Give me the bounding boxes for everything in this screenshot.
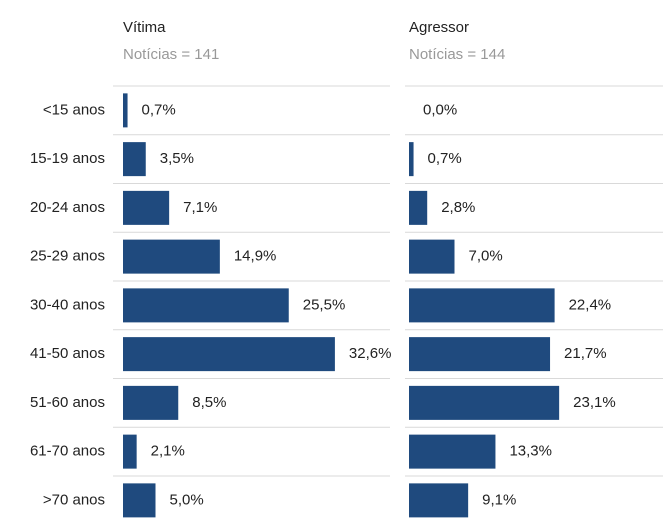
category-label: <15 anos bbox=[43, 101, 105, 118]
category-label: 20-24 anos bbox=[30, 199, 105, 216]
value-label: 14,9% bbox=[234, 248, 277, 265]
bar bbox=[123, 288, 289, 323]
bar bbox=[409, 288, 555, 323]
bar bbox=[123, 483, 156, 518]
bar bbox=[409, 385, 560, 420]
bar bbox=[409, 337, 551, 372]
category-label: 51-60 anos bbox=[30, 394, 105, 411]
value-label: 0,7% bbox=[428, 150, 462, 167]
category-label: 15-19 anos bbox=[30, 150, 105, 167]
bar bbox=[409, 190, 428, 225]
bar bbox=[123, 142, 146, 177]
bar bbox=[123, 190, 170, 225]
value-label: 2,1% bbox=[151, 443, 185, 460]
bar bbox=[409, 142, 414, 177]
panel-title: Agressor bbox=[409, 19, 469, 36]
bar bbox=[123, 337, 335, 372]
bar bbox=[409, 483, 469, 518]
bar bbox=[123, 239, 220, 274]
panel-subtitle: Notícias = 141 bbox=[123, 46, 219, 63]
value-label: 5,0% bbox=[170, 491, 204, 508]
value-label: 25,5% bbox=[303, 296, 346, 313]
category-label: 61-70 anos bbox=[30, 443, 105, 460]
bar bbox=[123, 385, 179, 420]
bar bbox=[123, 434, 137, 469]
category-label: 25-29 anos bbox=[30, 248, 105, 265]
value-label: 0,0% bbox=[423, 101, 457, 118]
category-label: 30-40 anos bbox=[30, 296, 105, 313]
value-label: 0,7% bbox=[142, 101, 176, 118]
value-label: 22,4% bbox=[569, 296, 612, 313]
panel-subtitle: Notícias = 144 bbox=[409, 46, 505, 63]
value-label: 3,5% bbox=[160, 150, 194, 167]
value-label: 13,3% bbox=[509, 443, 552, 460]
bar bbox=[409, 239, 455, 274]
value-label: 7,0% bbox=[469, 248, 503, 265]
bar bbox=[409, 434, 496, 469]
category-label: 41-50 anos bbox=[30, 345, 105, 362]
value-label: 21,7% bbox=[564, 345, 607, 362]
category-label: >70 anos bbox=[43, 491, 105, 508]
value-label: 32,6% bbox=[349, 345, 392, 362]
bar bbox=[123, 93, 128, 128]
value-label: 9,1% bbox=[482, 491, 516, 508]
value-label: 23,1% bbox=[573, 394, 616, 411]
value-label: 8,5% bbox=[192, 394, 226, 411]
value-label: 2,8% bbox=[441, 199, 475, 216]
value-label: 7,1% bbox=[183, 199, 217, 216]
panel-title: Vítima bbox=[123, 19, 166, 36]
